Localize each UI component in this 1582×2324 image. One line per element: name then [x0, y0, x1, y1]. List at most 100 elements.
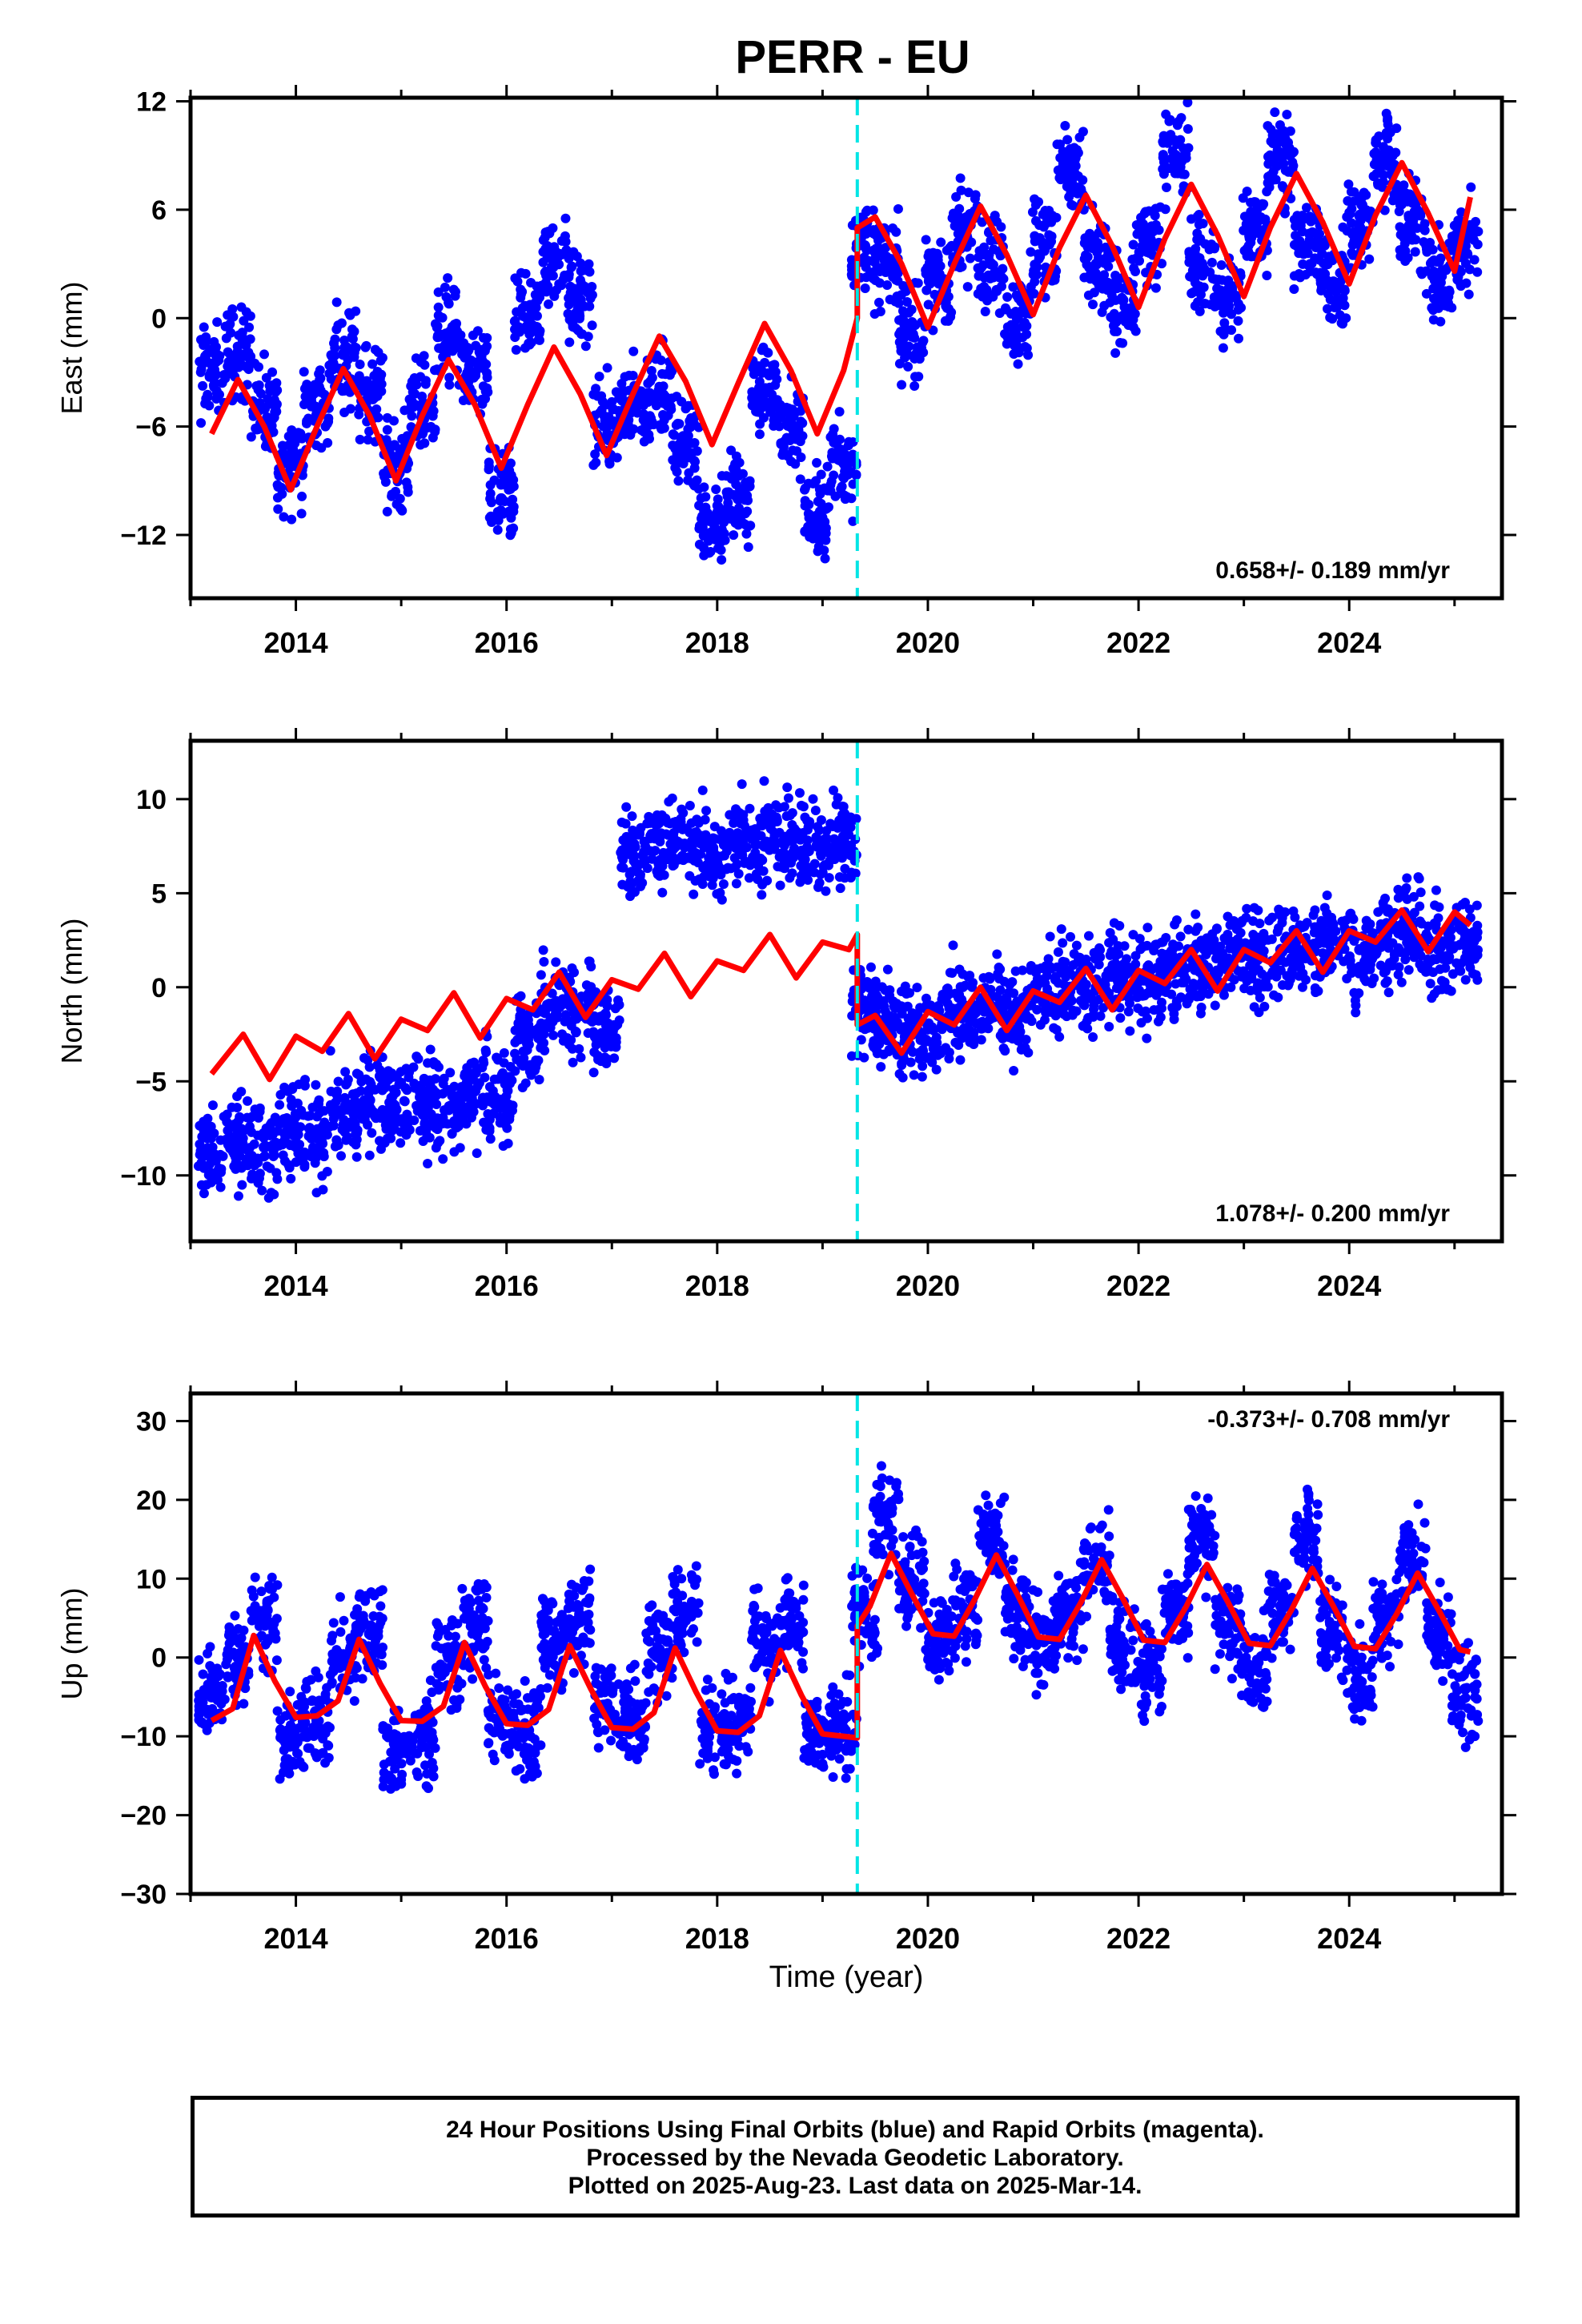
east-data-point: [1182, 98, 1193, 107]
north-data-point: [1142, 940, 1152, 951]
north-data-point: [339, 1092, 350, 1103]
east-data-point: [287, 514, 297, 525]
north-data-point: [745, 803, 755, 814]
east-data-point: [1139, 208, 1150, 219]
north-data-point: [1056, 924, 1066, 935]
east-data-point: [203, 389, 213, 400]
east-data-point: [590, 449, 600, 460]
north-data-point: [340, 1067, 351, 1077]
east-data-point: [998, 274, 1009, 284]
east-data-point: [884, 258, 894, 268]
north-data-point: [820, 860, 830, 870]
east-data-point: [1166, 130, 1176, 140]
east-data-point: [996, 222, 1006, 232]
east-data-point: [800, 496, 810, 506]
north-data-point: [1175, 992, 1186, 1003]
east-data-point: [1112, 283, 1122, 294]
east-data-point: [623, 420, 633, 430]
east-data-point: [1266, 124, 1276, 135]
east-data-point: [803, 509, 813, 519]
east-data-point: [530, 289, 540, 300]
east-data-point: [1464, 289, 1474, 300]
north-data-point: [790, 830, 801, 840]
east-data-point: [343, 345, 354, 356]
east-data-point: [936, 237, 946, 247]
east-data-point: [868, 273, 878, 283]
north-data-point: [255, 1168, 265, 1179]
north-data-point: [1169, 1008, 1179, 1019]
east-data-point: [372, 391, 383, 401]
north-data-point: [733, 828, 743, 838]
east-data-point: [1359, 187, 1369, 198]
north-data-point: [843, 816, 853, 826]
east-data-point: [478, 332, 488, 343]
north-data-point: [501, 1101, 512, 1112]
north-data-point: [1004, 987, 1014, 998]
east-data-point: [646, 366, 656, 376]
north-data-point: [562, 1033, 572, 1043]
north-data-point: [954, 964, 965, 975]
north-data-point: [584, 956, 594, 967]
east-data-point: [790, 459, 801, 469]
east-data-point: [406, 381, 416, 392]
north-data-point: [1201, 950, 1211, 960]
east-data-point: [337, 386, 347, 396]
north-data-point: [588, 1068, 599, 1078]
north-data-point: [883, 1018, 893, 1028]
east-data-point: [444, 329, 454, 340]
east-data-point: [1379, 170, 1389, 180]
east-data-point: [591, 384, 601, 394]
east-data-point: [1267, 138, 1278, 148]
east-data-point: [444, 299, 454, 309]
north-data-point: [456, 1100, 467, 1111]
north-data-point: [1001, 1031, 1011, 1042]
east-data-point: [1338, 319, 1348, 329]
east-data-point: [1271, 152, 1281, 163]
north-data-point: [618, 854, 628, 865]
north-data-point: [983, 1023, 994, 1034]
east-data-point: [757, 366, 767, 376]
north-data-point: [805, 817, 815, 827]
east-data-point: [496, 480, 506, 490]
north-data-point: [1161, 932, 1171, 943]
north-data-point: [978, 1016, 988, 1027]
east-data-point: [1346, 187, 1356, 197]
east-data-point: [1421, 240, 1431, 251]
north-data-point: [291, 1157, 301, 1168]
east-data-point: [516, 267, 527, 278]
east-data-point: [629, 401, 640, 412]
east-data-point: [1289, 271, 1299, 281]
east-data-point: [776, 439, 786, 449]
east-data-point: [1070, 153, 1081, 163]
east-data-point: [1032, 270, 1042, 280]
north-data-point: [750, 847, 761, 858]
east-data-point: [1285, 126, 1295, 136]
east-data-point: [443, 273, 453, 283]
north-data-point: [1188, 980, 1199, 991]
east-data-point: [345, 404, 355, 414]
north-data-point: [431, 1123, 441, 1133]
east-x-tick-label: 2018: [685, 626, 749, 659]
north-data-point: [885, 991, 895, 1001]
east-data-point: [538, 235, 548, 245]
north-data-point: [629, 842, 640, 853]
east-data-point: [1356, 198, 1367, 208]
east-data-point: [273, 504, 283, 514]
north-data-point: [840, 863, 850, 874]
east-data-point: [1325, 295, 1335, 305]
east-data-point: [970, 194, 980, 204]
east-data-point: [364, 426, 375, 436]
north-data-point: [917, 1061, 928, 1072]
north-data-point: [1170, 919, 1180, 930]
east-data-point: [769, 360, 780, 370]
east-x-tick-label: 2016: [475, 626, 539, 659]
north-data-point: [1080, 981, 1090, 991]
north-data-point: [602, 995, 612, 1005]
east-data-point: [1081, 250, 1091, 260]
north-data-point: [203, 1170, 214, 1180]
east-data-point: [495, 496, 505, 506]
east-data-point: [594, 372, 604, 382]
north-data-point: [1144, 979, 1154, 989]
north-data-point: [545, 1023, 556, 1033]
east-data-point: [375, 356, 386, 366]
